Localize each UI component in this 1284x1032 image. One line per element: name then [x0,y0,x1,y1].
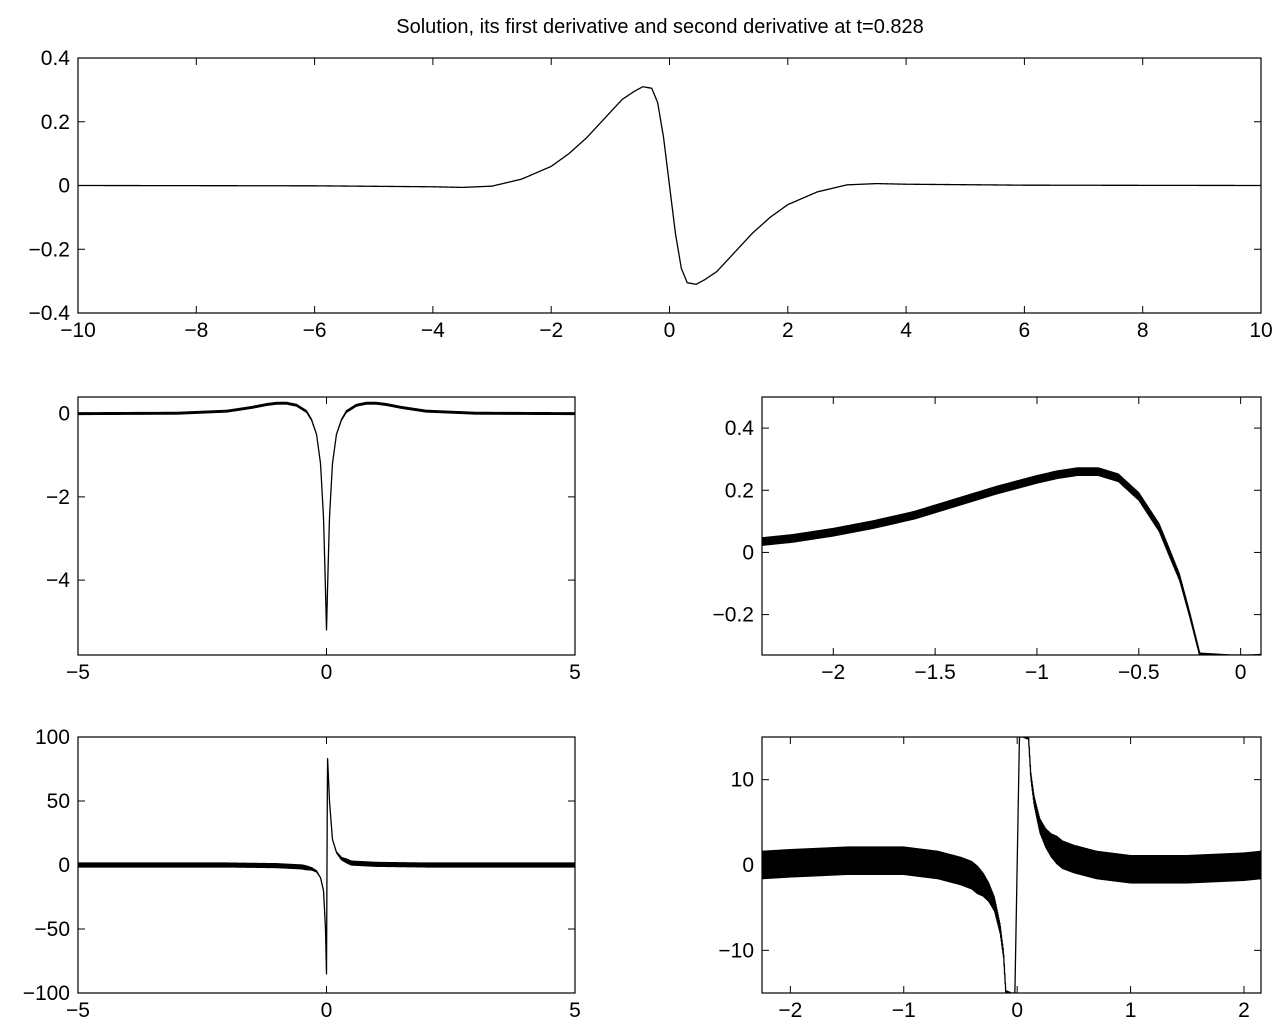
series-line-first-derivative [78,401,575,631]
x-tick-label: −1 [892,999,916,1022]
y-tick-label: −4 [46,569,70,592]
series-line-first-derivative-zoom [762,467,1261,655]
panel-first-derivative: −5 0 5 −4 −2 0 [46,396,581,684]
x-tick-label: −2 [539,319,563,342]
y-tick-label: 0 [58,403,70,426]
x-tick-label: −1.5 [914,661,955,684]
x-tick-label: 0 [321,661,333,684]
x-tick-label: −1 [1025,661,1049,684]
y-tick-label: 0 [58,854,70,877]
y-tick-label: 0 [58,175,70,198]
x-tick-label: −0.5 [1118,661,1159,684]
axes-frame [761,396,1262,656]
y-tick-label: 50 [47,790,70,813]
y-tick-label: 0.2 [41,111,70,134]
y-tick-label: −0.4 [29,302,71,325]
y-tick-label: −0.2 [29,238,70,261]
y-tick-label: −0.2 [713,604,754,627]
x-tick-label: −5 [66,661,90,684]
x-tick-label: −8 [184,319,208,342]
x-tick-label: 10 [1249,319,1272,342]
x-tick-label: 8 [1137,319,1149,342]
y-tick-label: 0 [742,541,754,564]
y-tick-label: 0.4 [725,417,755,440]
y-tick-label: −50 [34,918,70,941]
x-tick-label: 2 [1238,999,1250,1022]
series-line-solution [78,86,1261,285]
x-tick-label: −10 [60,319,96,342]
x-tick-label: −5 [66,999,90,1022]
y-tick-label: 0.4 [41,47,71,70]
panel-solution: −10 −8 −6 −4 −2 0 2 4 6 8 10 −0.4 −0.2 0 0.2 0.4 [29,47,1273,342]
y-tick-label: −2 [46,486,70,509]
x-tick-label: 6 [1019,319,1031,342]
y-tick-label: −100 [23,982,70,1005]
y-tick-label: 0.2 [725,479,754,502]
x-tick-label: 0 [1011,999,1023,1022]
x-tick-label: −4 [421,319,445,342]
y-tick-label: 100 [35,726,70,749]
x-tick-label: −2 [821,661,845,684]
y-tick-label: 0 [742,854,754,877]
x-tick-label: −6 [303,319,327,342]
series-line-second-derivative [78,758,575,975]
panel-first-derivative-zoom: −2 −1.5 −1 −0.5 0 −0.2 0 0.2 0.4 [713,396,1262,684]
x-tick-label: 5 [569,661,581,684]
x-tick-label: 0 [664,319,676,342]
y-tick-label: −10 [718,939,754,962]
x-tick-label: 1 [1125,999,1137,1022]
x-tick-label: 0 [1235,661,1247,684]
series-line-second-derivative-zoom [762,737,1261,993]
x-tick-label: 5 [569,999,581,1022]
y-tick-label: 10 [731,769,754,792]
x-tick-label: 4 [900,319,912,342]
x-tick-label: 2 [782,319,794,342]
x-tick-label: −2 [778,999,802,1022]
x-tick-label: 0 [321,999,333,1022]
figure-title: Solution, its first derivative and secon… [396,16,924,38]
